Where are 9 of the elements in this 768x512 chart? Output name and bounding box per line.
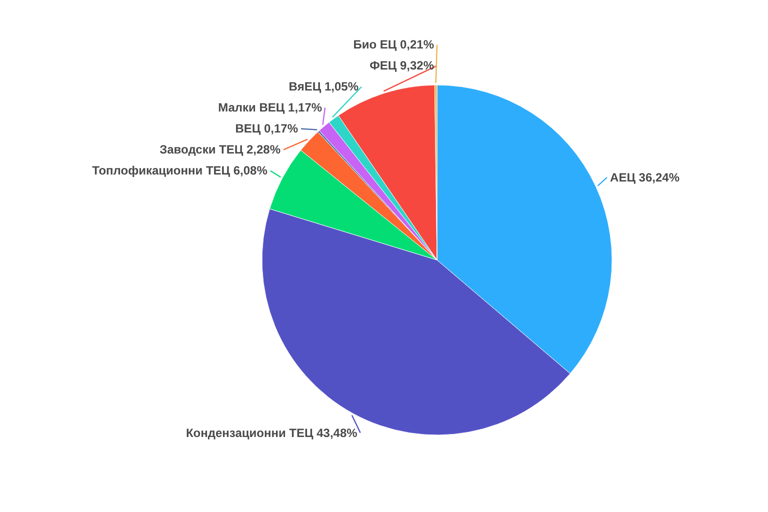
slice-label: Заводски ТЕЦ 2,28% [160,142,281,157]
slice-label: АЕЦ 36,24% [610,170,680,184]
slice-label: ФЕЦ 9,32% [370,58,434,73]
slice-label: ВЕЦ 0,17% [235,122,298,136]
slice-label: Био ЕЦ 0,21% [353,38,434,52]
slice-label: Топлофикационни ТЕЦ 6,08% [92,164,268,178]
slice-label: Малки ВЕЦ 1,17% [218,100,322,115]
slice-label: Кондензационни ТЕЦ 43,48% [186,426,358,440]
slice-label: ВяЕЦ 1,05% [288,80,359,94]
